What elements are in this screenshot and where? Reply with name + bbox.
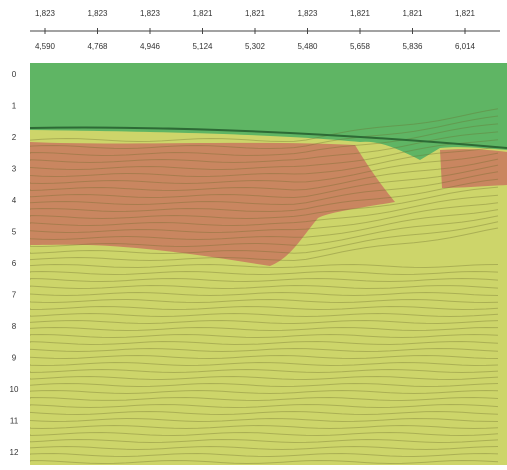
- reflector: [30, 131, 499, 164]
- reflector: [30, 194, 499, 227]
- reflector: [30, 403, 499, 409]
- trace-label: 1,821: [350, 9, 371, 18]
- reflector: [30, 277, 499, 283]
- trace-label: 1,823: [87, 9, 108, 18]
- sediment-layer: [440, 149, 507, 188]
- water-layer: [30, 63, 507, 160]
- reflector: [30, 410, 499, 416]
- trace-label: 1,823: [35, 9, 56, 18]
- section-image: [30, 63, 507, 465]
- cdp-label: 4,946: [140, 42, 161, 51]
- cdp-label: 5,302: [245, 42, 266, 51]
- reflector: [30, 202, 499, 234]
- reflector: [30, 319, 499, 325]
- depth-label: 1: [12, 102, 17, 111]
- reflector: [30, 123, 499, 157]
- reflector: [30, 115, 499, 150]
- trace-label: 1,823: [297, 9, 318, 18]
- reflector: [30, 209, 499, 241]
- reflector: [30, 340, 499, 346]
- reflector: [30, 382, 499, 388]
- depth-label: 9: [12, 354, 17, 363]
- trace-label: 1,823: [140, 9, 161, 18]
- reflector: [30, 312, 499, 318]
- reflector: [30, 171, 499, 206]
- reflector: [30, 389, 499, 395]
- depth-label: 12: [10, 448, 19, 457]
- reflector: [30, 215, 499, 248]
- depth-label: 0: [12, 70, 17, 79]
- reflector: [30, 139, 499, 171]
- cdp-label: 5,836: [402, 42, 423, 51]
- depth-label: 7: [12, 291, 17, 300]
- reflector: [30, 459, 499, 465]
- depth-label: 10: [10, 385, 19, 394]
- reflector: [30, 361, 499, 367]
- labels: 1,823 4,590 1,823 4,768 1,823 4,946 1,821 5,124…: [10, 9, 476, 457]
- reflector: [30, 438, 499, 444]
- depth-label: 11: [10, 417, 19, 426]
- reflector: [30, 396, 499, 402]
- reflector: [30, 178, 499, 213]
- reflector: [30, 284, 499, 290]
- cdp-label: 6,014: [455, 42, 476, 51]
- cdp-label: 4,768: [87, 42, 108, 51]
- depth-label: 2: [12, 133, 17, 142]
- reflector: [30, 263, 499, 269]
- reflector: [30, 298, 499, 304]
- reflector: [30, 417, 499, 423]
- reflector: [30, 424, 499, 430]
- cdp-label: 4,590: [35, 42, 56, 51]
- trace-label: 1,821: [245, 9, 266, 18]
- reflector: [30, 186, 499, 220]
- reflector: [30, 445, 499, 451]
- reflector: [30, 221, 499, 255]
- depth-label: 3: [12, 165, 17, 174]
- cdp-label: 5,124: [192, 42, 213, 51]
- reflector: [30, 368, 499, 374]
- reflector: [30, 227, 499, 262]
- depth-label: 8: [12, 322, 17, 331]
- cdp-label: 5,480: [297, 42, 318, 51]
- reflector: [30, 452, 499, 458]
- reflector: [30, 431, 499, 437]
- reflector: [30, 270, 499, 276]
- reflector: [30, 291, 499, 297]
- trace-label: 1,821: [455, 9, 476, 18]
- trace-label: 1,821: [402, 9, 423, 18]
- horizon: [30, 126, 507, 149]
- cdp-label: 5,658: [350, 42, 371, 51]
- sediment-layer: [30, 142, 395, 266]
- reflector: [30, 347, 499, 353]
- depth-label: 4: [12, 196, 17, 205]
- depth-label: 5: [12, 228, 17, 237]
- reflector: [30, 152, 499, 185]
- reflector: [30, 354, 499, 360]
- reflector: [30, 108, 499, 143]
- reflector: [30, 164, 499, 199]
- reflector: [30, 326, 499, 332]
- depth-label: 6: [12, 259, 17, 268]
- reflector: [30, 146, 499, 178]
- reflector: [30, 375, 499, 381]
- trace-label: 1,821: [192, 9, 213, 18]
- reflector: [30, 333, 499, 339]
- reflectors: [30, 108, 499, 465]
- reflector: [30, 305, 499, 311]
- reflector: [30, 158, 499, 192]
